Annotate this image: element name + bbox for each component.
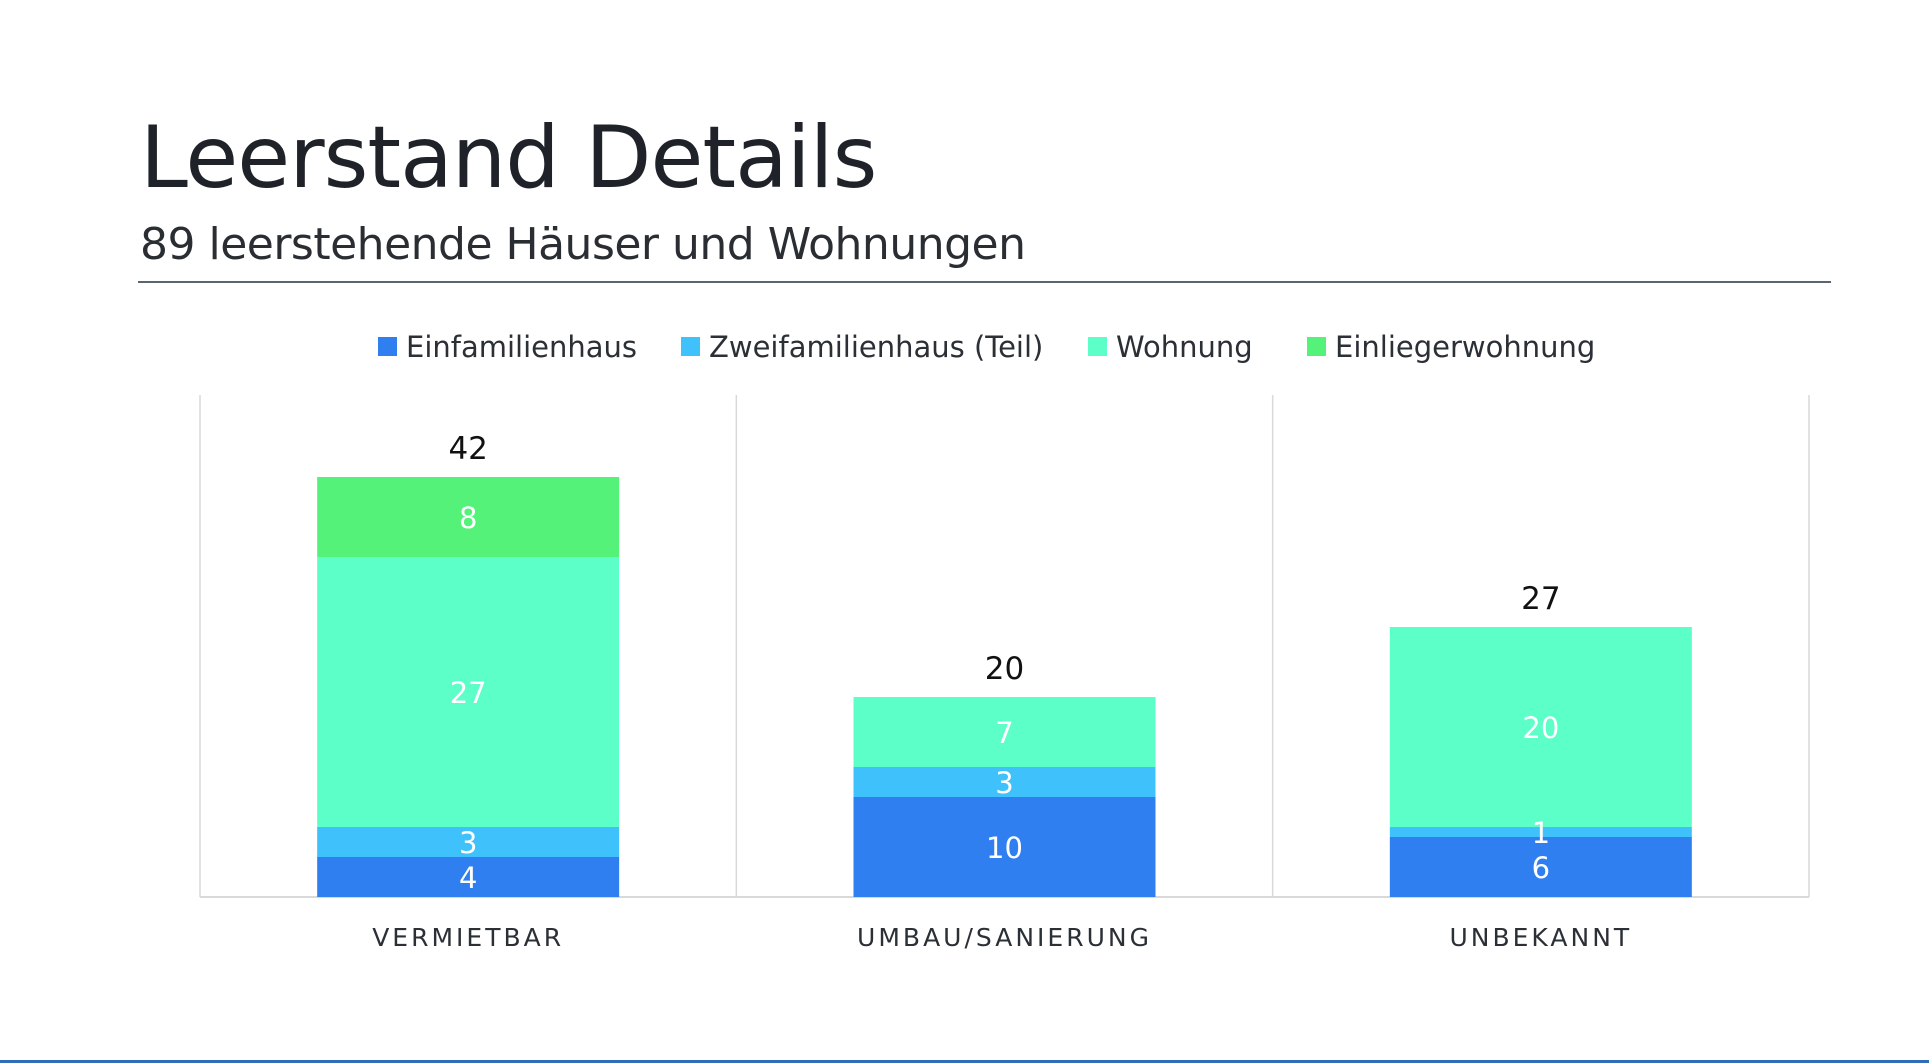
legend-swatch — [1088, 337, 1107, 356]
total-label: 20 — [985, 651, 1024, 687]
data-label: 3 — [459, 826, 477, 860]
data-label: 3 — [995, 766, 1013, 800]
data-label: 27 — [450, 676, 487, 710]
data-label: 8 — [459, 501, 477, 535]
legend-swatch — [1307, 337, 1326, 356]
x-tick-label: VERMIETBAR — [372, 923, 564, 952]
legend-swatch — [378, 337, 397, 356]
bar-segment — [1389, 827, 1692, 837]
total-label: 42 — [448, 431, 487, 467]
legend-label: Einliegerwohnung — [1335, 330, 1595, 364]
data-label: 7 — [995, 716, 1013, 750]
bar-segment — [853, 797, 1156, 897]
bottom-line — [0, 1060, 1929, 1063]
x-tick-label: UNBEKANNT — [1449, 923, 1632, 952]
data-label: 10 — [986, 831, 1023, 865]
page-subtitle: 89 leerstehende Häuser und Wohnungen — [140, 219, 1026, 270]
total-label: 27 — [1521, 581, 1560, 617]
bar-segment — [853, 697, 1156, 767]
bar-segment — [853, 767, 1156, 797]
legend: Einfamilienhaus Zweifamilienhaus (Teil) Wo… — [378, 330, 1595, 364]
legend-label: Einfamilienhaus — [406, 330, 637, 364]
x-tick-label: UMBAU/SANIERUNG — [857, 923, 1152, 952]
page-title: Leerstand Details — [140, 108, 877, 208]
legend-label: Wohnung — [1116, 330, 1253, 364]
bar-segment — [317, 557, 620, 827]
bar-segment — [317, 827, 620, 857]
data-label: 20 — [1522, 711, 1559, 745]
data-label: 6 — [1532, 851, 1550, 885]
bar-segment — [1389, 837, 1692, 897]
data-label: 4 — [459, 861, 477, 895]
legend-swatch — [681, 337, 700, 356]
bar-segment — [317, 857, 620, 897]
legend-label: Zweifamilienhaus (Teil) — [709, 330, 1043, 364]
labels: 4327842VERMIETBAR103720UMBAU/SANIERUNG61… — [372, 431, 1632, 952]
bar-segment — [317, 477, 620, 557]
bar-segment — [1389, 627, 1692, 827]
title-rule — [138, 281, 1831, 283]
data-label: 1 — [1532, 816, 1550, 850]
bars — [317, 477, 1692, 897]
